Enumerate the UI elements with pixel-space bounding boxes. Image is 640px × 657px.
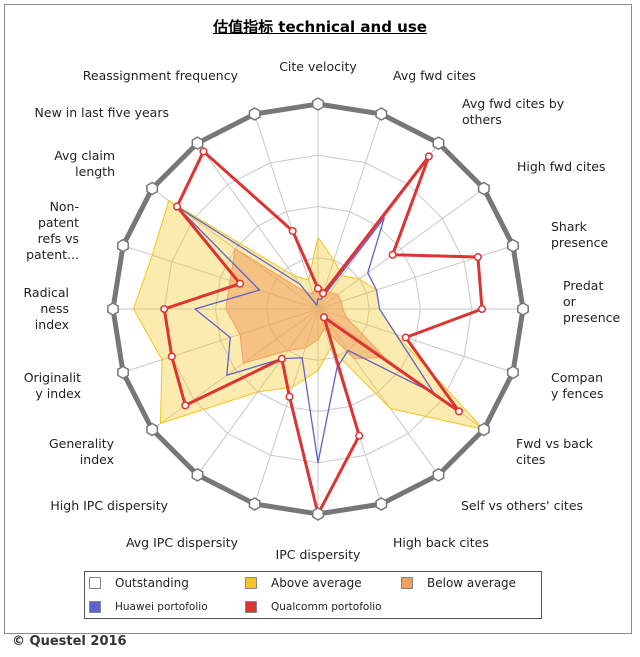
legend-label-huawei: Huawei portofolio <box>115 601 208 613</box>
axis-label: Cite velocity <box>279 59 357 74</box>
axis-marker <box>312 507 324 521</box>
radar-outer-ring <box>107 97 529 521</box>
qualcomm-point <box>473 253 482 262</box>
axis-marker <box>107 302 119 316</box>
axis-label: High IPC dispersity <box>50 498 168 513</box>
axis-marker <box>375 107 388 121</box>
qualcomm-point <box>388 250 397 259</box>
axis-label: Originalit y index <box>24 370 81 401</box>
legend-item-above-average: Above average <box>245 576 362 590</box>
legend-item-below-average: Below average <box>401 576 516 590</box>
axis-marker <box>507 238 519 253</box>
axis-line <box>197 142 319 310</box>
axis-label: High back cites <box>393 535 489 550</box>
axis-marker <box>312 97 324 111</box>
qualcomm-point <box>172 202 182 211</box>
axis-label: Fwd vs back cites <box>516 436 594 467</box>
qualcomm-point <box>454 407 464 416</box>
axis-label: New in last five years <box>35 105 169 120</box>
legend-item-outstanding: Outstanding <box>89 576 189 590</box>
legend-label-below-average: Below average <box>427 576 517 590</box>
qualcomm-point <box>277 354 286 363</box>
axis-marker <box>477 422 490 437</box>
series-huawei-portofolio <box>176 205 435 464</box>
axis-label: Compan y fences <box>551 370 603 401</box>
qualcomm-point <box>319 289 328 298</box>
qualcomm-point <box>167 352 176 361</box>
axis-marker <box>507 365 519 380</box>
axis-label: Shark presence <box>551 219 608 250</box>
radar-series <box>133 147 487 519</box>
axis-marker <box>191 467 204 482</box>
axis-marker <box>117 238 129 253</box>
legend-label-qualcomm: Qualcomm portofolio <box>271 601 382 613</box>
axis-marker <box>146 181 159 196</box>
qualcomm-point <box>199 147 208 156</box>
qualcomm-point <box>288 226 297 236</box>
qualcomm-point <box>160 304 169 314</box>
axis-label: Avg fwd cites <box>393 68 476 83</box>
radar-chart: Cite velocity Avg fwd cites Avg fwd cites … <box>24 59 621 562</box>
axis-marker <box>432 467 445 482</box>
axis-label: Self vs others' cites <box>461 498 583 513</box>
qualcomm-point <box>355 431 364 440</box>
qualcomm-point <box>181 401 190 410</box>
legend-swatch-below-average <box>401 577 413 589</box>
axis-marker <box>517 302 529 316</box>
axis-marker <box>248 107 261 121</box>
axis-label: High fwd cites <box>517 159 605 174</box>
legend-swatch-huawei <box>89 601 101 613</box>
axis-marker <box>375 497 388 511</box>
axis-labels: Cite velocity Avg fwd cites Avg fwd cites … <box>24 59 621 562</box>
axis-marker <box>146 422 159 437</box>
qualcomm-point <box>401 333 410 342</box>
legend-item-qualcomm: Qualcomm portofolio <box>245 601 382 613</box>
axis-label: IPC dispersity <box>276 547 361 562</box>
legend-swatch-outstanding <box>89 577 101 589</box>
chart-frame <box>4 4 632 634</box>
axis-marker <box>191 136 204 151</box>
qualcomm-point <box>285 392 294 401</box>
axis-label: Reassignment frequency <box>83 68 239 83</box>
series-below-average <box>225 248 385 364</box>
axis-label: Generality index <box>49 436 115 467</box>
axis-line <box>317 188 485 310</box>
chart-title: 估值指标 technical and use <box>213 18 427 36</box>
axis-label: Avg IPC dispersity <box>126 535 239 550</box>
axis-label: Avg claim length <box>54 148 115 179</box>
axis-label: Avg fwd cites by others <box>462 96 565 127</box>
legend-swatch-above-average <box>245 577 257 589</box>
legend: Outstanding Above average Below average … <box>84 571 542 619</box>
axis-label: Radical ness index <box>24 285 69 332</box>
legend-label-above-average: Above average <box>271 576 362 590</box>
qualcomm-point <box>319 313 329 322</box>
axis-line <box>254 113 319 310</box>
legend-swatch-qualcomm <box>245 601 257 613</box>
axis-marker <box>477 181 490 196</box>
axis-marker <box>432 136 445 151</box>
axis-label: Non-patent refs vs patent... <box>26 199 79 262</box>
axis-line <box>317 113 382 310</box>
qualcomm-point <box>235 279 245 288</box>
qualcomm-point <box>424 152 433 161</box>
axis-line <box>317 308 514 373</box>
qualcomm-point <box>313 284 323 293</box>
qualcomm-point <box>477 304 487 314</box>
axis-marker <box>117 365 129 380</box>
axis-marker <box>248 497 261 511</box>
axis-label: Predat or presence <box>563 278 620 325</box>
copyright: © Questel 2016 <box>12 634 127 649</box>
legend-item-huawei: Huawei portofolio <box>89 601 208 613</box>
legend-label-outstanding: Outstanding <box>115 576 189 590</box>
